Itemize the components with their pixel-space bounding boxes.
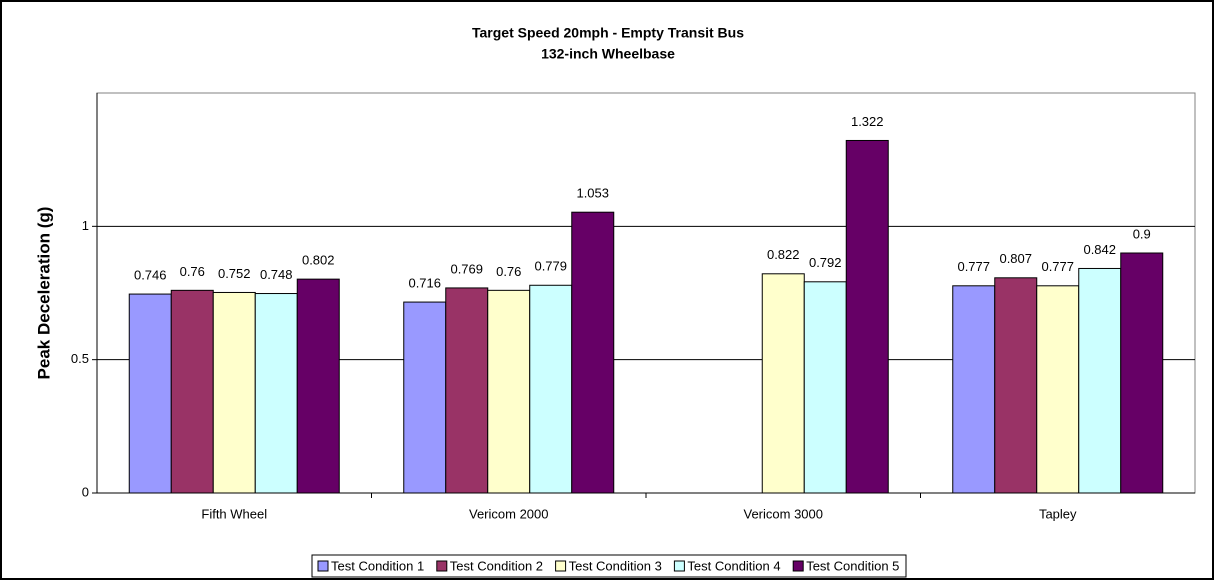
- data-label: 0.777: [1041, 259, 1074, 274]
- data-label: 0.76: [180, 264, 205, 279]
- data-label: 0.779: [534, 259, 567, 274]
- data-label: 1.053: [576, 186, 609, 201]
- x-tick-label: Vericom 3000: [744, 506, 824, 521]
- legend-swatch: [436, 560, 448, 572]
- bar: [296, 278, 340, 494]
- legend-label: Test Condition 2: [450, 558, 543, 573]
- x-tick-label: Tapley: [1039, 506, 1077, 521]
- data-label: 0.76: [496, 264, 521, 279]
- x-tick-label: Vericom 2000: [469, 506, 549, 521]
- bar: [1078, 267, 1122, 494]
- bar: [212, 291, 256, 494]
- bar: [761, 273, 805, 494]
- bar: [445, 287, 489, 494]
- y-axis-label: Peak Deceleration (g): [34, 207, 53, 380]
- data-label: 1.322: [851, 114, 884, 129]
- data-label: 0.746: [134, 268, 167, 283]
- data-label: 0.792: [809, 255, 842, 270]
- bar: [128, 293, 172, 494]
- data-label: 0.777: [957, 259, 990, 274]
- data-label: 0.802: [302, 253, 335, 268]
- data-label: 0.822: [767, 247, 800, 262]
- bar: [994, 277, 1038, 494]
- data-label: 0.716: [408, 276, 441, 291]
- bar: [254, 293, 298, 494]
- legend-label: Test Condition 4: [687, 558, 780, 573]
- bar: [1120, 252, 1164, 494]
- data-label: 0.9: [1133, 226, 1151, 241]
- data-label: 0.748: [260, 267, 293, 282]
- data-label: 0.842: [1083, 242, 1116, 257]
- bar: [952, 285, 996, 494]
- y-tick-label: 0.5: [71, 351, 89, 366]
- bar: [403, 301, 447, 494]
- data-label: 0.807: [999, 251, 1032, 266]
- bar: [845, 139, 889, 494]
- chart-subtitle: 132-inch Wheelbase: [541, 46, 675, 62]
- legend-swatch: [555, 560, 567, 572]
- bar: [529, 284, 573, 494]
- bar: [170, 289, 214, 494]
- legend-label: Test Condition 3: [569, 558, 662, 573]
- bar: [803, 281, 847, 494]
- legend-label: Test Condition 5: [806, 558, 899, 573]
- y-tick-label: 1: [82, 218, 89, 233]
- legend-label: Test Condition 1: [331, 558, 424, 573]
- bar: [1036, 285, 1080, 494]
- x-tick-label: Fifth Wheel: [201, 506, 267, 521]
- legend-swatch: [673, 560, 685, 572]
- legend-swatch: [317, 560, 329, 572]
- bar: [487, 289, 531, 494]
- legend-swatch: [792, 560, 804, 572]
- bar: [571, 211, 615, 494]
- chart-title: Target Speed 20mph - Empty Transit Bus: [472, 25, 744, 41]
- y-tick-label: 0: [82, 484, 89, 499]
- legend-box: [311, 554, 907, 578]
- data-label: 0.752: [218, 266, 251, 281]
- data-label: 0.769: [450, 261, 483, 276]
